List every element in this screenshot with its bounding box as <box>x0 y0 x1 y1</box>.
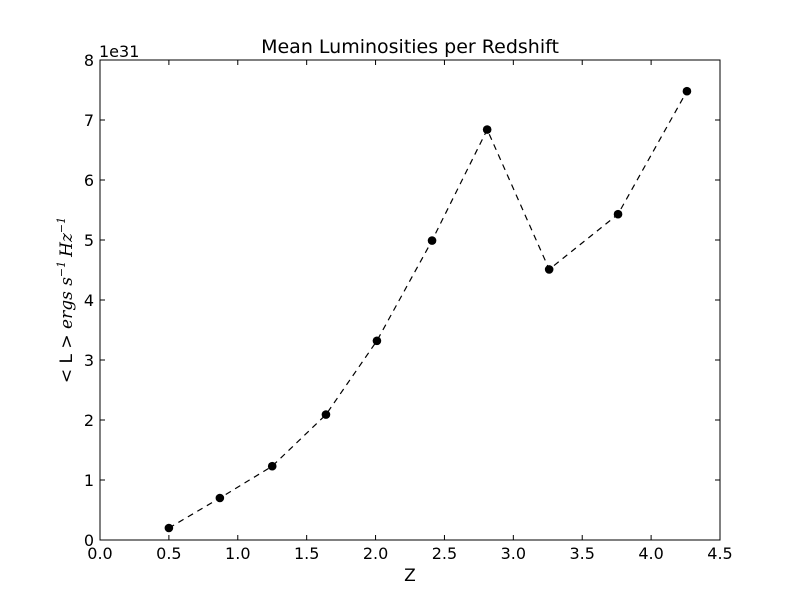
series-line <box>168 90 688 529</box>
data-point <box>427 236 437 245</box>
y-axis-label-exp2: −1 <box>55 217 68 233</box>
x-tick-label: 3.0 <box>501 544 526 563</box>
data-point <box>613 209 623 219</box>
x-tick-label: 1.5 <box>294 544 319 563</box>
data-point <box>215 493 225 503</box>
y-tick-label: 6 <box>84 171 94 190</box>
series-points <box>164 86 692 533</box>
y-axis-label-unit: Hz <box>57 232 77 258</box>
y-tick-label: 3 <box>84 351 94 370</box>
data-point <box>372 336 382 346</box>
chart-title: Mean Luminosities per Redshift <box>261 36 559 58</box>
y-axis-label-exp1: −1 <box>55 261 68 277</box>
data-point <box>482 125 492 134</box>
y-tick-label: 5 <box>84 231 94 250</box>
y-tick-label: 4 <box>84 291 94 310</box>
x-tick-label: 1.0 <box>225 544 250 563</box>
x-tick-label: 0.5 <box>156 544 181 563</box>
x-tick-label: 3.5 <box>569 544 594 563</box>
plot-frame <box>99 59 721 541</box>
x-tick-label: 4.0 <box>638 544 663 563</box>
x-tick-label: 2.5 <box>432 544 457 563</box>
y-tick-label: 1 <box>84 471 94 490</box>
y-ticks: 0 1 2 3 4 5 6 7 8 <box>84 51 720 550</box>
y-tick-label: 0 <box>84 531 94 550</box>
data-point <box>267 461 277 471</box>
y-axis-label: < L > ergs s−1Hz−1 <box>55 217 77 383</box>
x-tick-label: 0.0 <box>87 544 112 563</box>
y-tick-label: 8 <box>84 51 94 70</box>
y-axis-label-math: ergs s <box>57 277 77 329</box>
x-ticks: 0.0 0.5 1.0 1.5 2.0 2.5 3.0 3.5 4.0 4.5 <box>87 60 733 563</box>
data-point <box>544 265 554 274</box>
data-point <box>164 523 174 533</box>
data-point <box>321 410 331 419</box>
x-tick-label: 2.0 <box>363 544 388 563</box>
y-offset-label: 1e31 <box>99 42 139 61</box>
y-axis-label-prefix: < L > <box>57 329 77 383</box>
y-tick-label: 2 <box>84 411 94 430</box>
x-tick-label: 4.5 <box>707 544 732 563</box>
y-tick-label: 7 <box>84 111 94 130</box>
data-point <box>682 86 692 96</box>
x-axis-label: Z <box>404 566 416 586</box>
